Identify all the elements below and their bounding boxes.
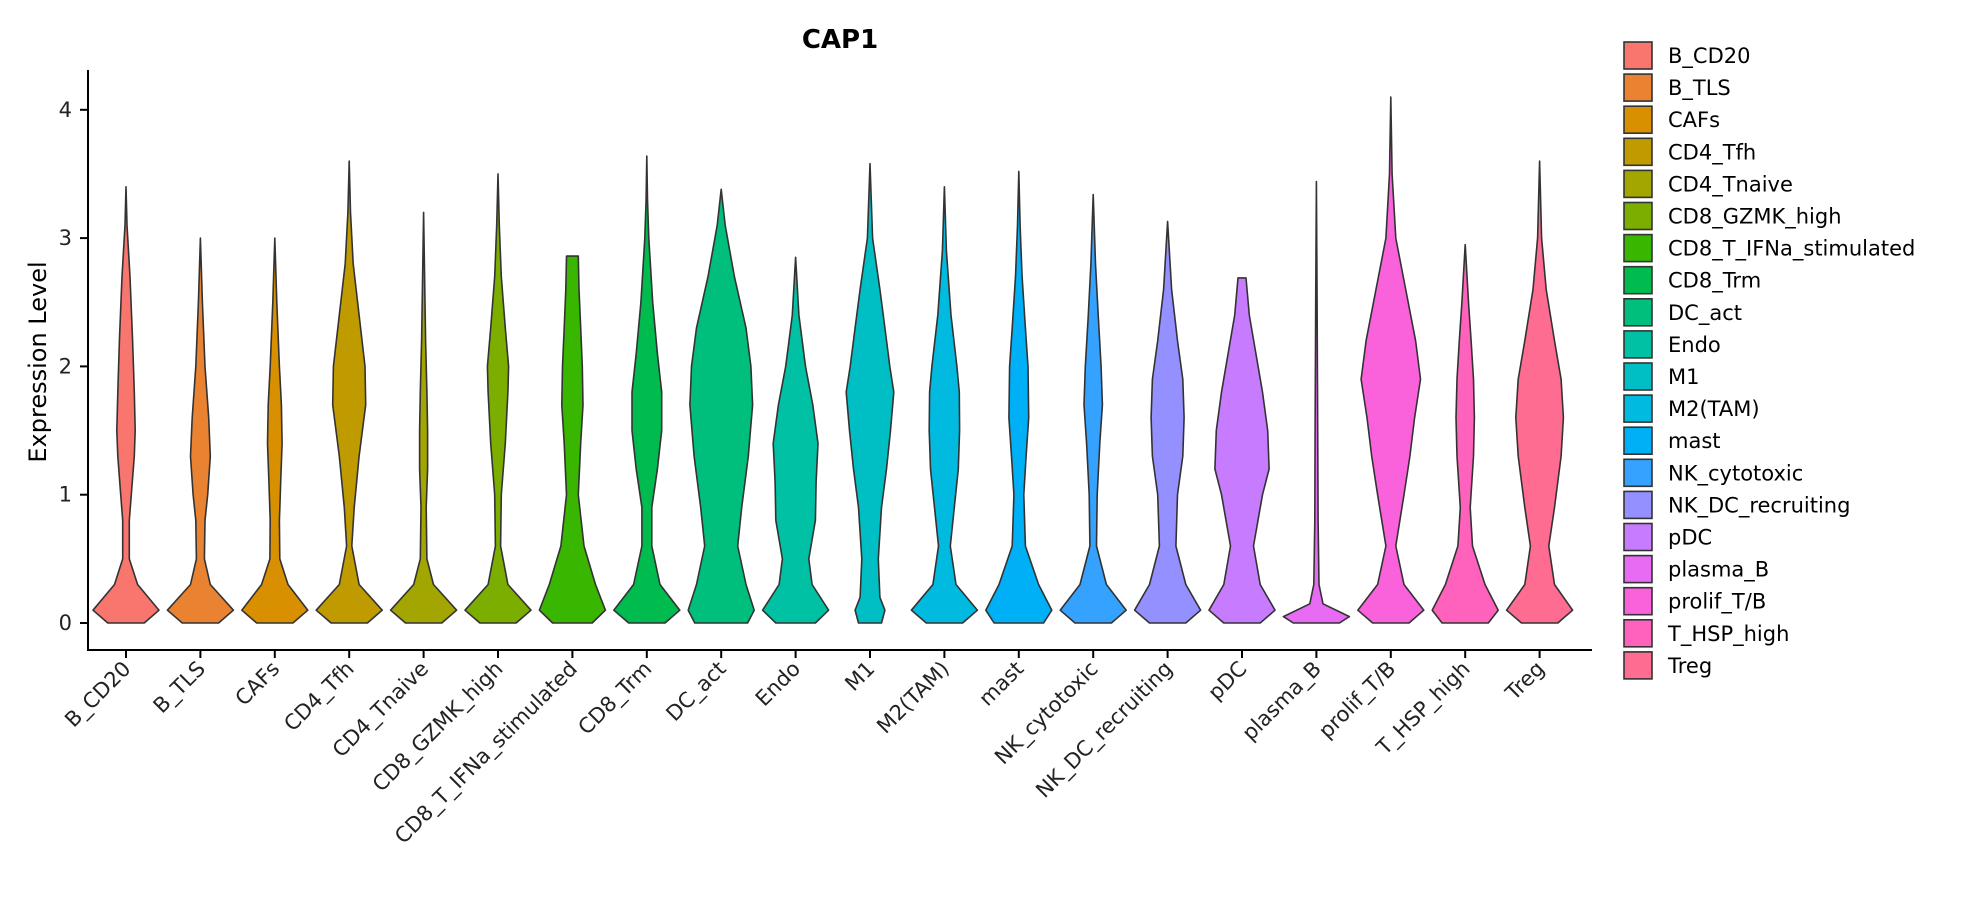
x-tick-label: CAFs [231,657,285,711]
y-tick-label: 0 [59,611,72,635]
legend-key [1623,137,1653,167]
x-tick-label: Treg [1500,657,1549,706]
legend-key [1623,362,1653,391]
legend-key [1623,490,1653,520]
legend: B_CD20 B_TLS CAFs CD4_Tfh CD4_Tnaive CD8_GZMK… [1623,41,1915,680]
legend-label: NK_DC_recruiting [1668,493,1850,518]
legend-label: CD4_Tnaive [1668,172,1793,197]
legend-key [1623,73,1653,102]
x-tick-label: CD8_GZMK_high [368,657,508,797]
legend-label: mast [1668,429,1721,453]
violin-treg [1505,160,1574,624]
legend-label: CAFs [1668,108,1720,132]
x-tick-label: B_TLS [149,657,211,719]
legend-key [1623,169,1653,199]
legend-label: B_CD20 [1668,44,1750,69]
legend-key [1623,522,1653,552]
violin-endo [761,256,830,624]
x-tick-label: plasma_B [1237,657,1326,746]
violin-cd8-gzmk-high [464,173,532,624]
x-ticks-group: B_CD20 B_TLS CAFsCD4_TfhCD4_TnaiveCD8_GZMK… [60,650,1549,849]
violin-t-hsp-high [1431,243,1499,624]
legend-key [1623,651,1653,680]
legend-label: CD8_Trm [1668,269,1761,294]
legend-key [1623,265,1653,295]
legend-label: Endo [1668,333,1721,357]
legend-key [1623,330,1653,359]
y-tick-label: 4 [59,98,72,122]
x-tick-label: pDC [1203,657,1251,705]
violin-nk-dc-recruiting [1133,220,1202,624]
legend-label: NK_cytotoxic [1668,461,1803,486]
violins-group [92,96,1574,624]
x-tick-label: CD8_Trm [573,657,657,741]
legend-key [1623,554,1653,584]
violin-b-tls [166,237,235,624]
chart-title: CAP1 [802,25,878,55]
violin-cd8-t-ifna-stimulated [538,255,607,624]
legend-key [1623,586,1653,616]
violin-b-cd20 [92,186,160,624]
legend-key [1623,426,1653,456]
legend-key [1623,201,1653,231]
legend-label: CD4_Tfh [1668,140,1756,165]
violin-cd4-tnaive [389,211,458,624]
violin-m2-tam- [910,186,979,624]
violin-cafs [241,237,309,624]
x-tick-label: M2(TAM) [872,657,954,739]
violin-dc-act [687,188,755,624]
x-tick-label: M1 [840,657,879,696]
legend-label: M1 [1668,365,1699,389]
x-tick-label: mast [974,657,1028,711]
legend-label: DC_act [1668,301,1742,326]
legend-key [1623,394,1653,423]
y-axis-title: Expression Level [24,261,52,462]
y-ticks-group: 0 1 2 3 4 [59,98,88,635]
y-tick-label: 3 [59,226,72,250]
violin-cd4-tfh [315,160,383,624]
legend-key [1623,297,1653,327]
legend-label: CD8_GZMK_high [1668,205,1842,230]
violin-nk-cytotoxic [1059,193,1127,624]
legend-label: plasma_B [1668,558,1769,583]
legend-key [1623,458,1653,488]
y-tick-label: 1 [59,483,72,507]
violin-prolif-t-b [1357,96,1425,624]
y-tick-label: 2 [59,354,72,378]
x-tick-label: B_CD20 [60,657,136,733]
violin-plasma-b [1282,180,1351,624]
legend-label: T_HSP_high [1667,622,1789,647]
violin-pdc [1208,277,1276,624]
violin-mast [985,170,1053,624]
legend-label: prolif_T/B [1668,590,1766,615]
violin-m1 [845,162,895,624]
violin-cd8-trm [613,155,681,624]
legend-key [1623,105,1653,134]
legend-label: pDC [1668,526,1712,550]
legend-key [1623,41,1653,70]
legend-key [1623,233,1653,263]
axes-group [87,70,1592,651]
x-tick-label: DC_act [661,657,731,727]
legend-label: M2(TAM) [1668,397,1760,421]
x-tick-label: Endo [751,657,805,711]
legend-key [1623,618,1653,648]
legend-label: Treg [1667,654,1712,678]
x-tick-label: NK_DC_recruiting [1031,657,1178,804]
legend-label: CD8_T_IFNa_stimulated [1668,237,1915,262]
legend-label: B_TLS [1668,76,1731,101]
